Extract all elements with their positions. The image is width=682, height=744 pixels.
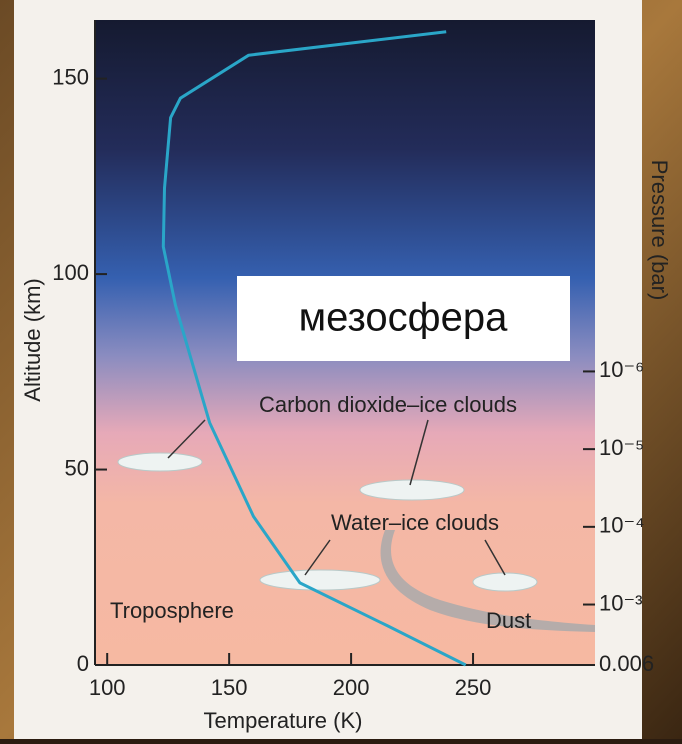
x-tick-label: 200 xyxy=(333,675,370,700)
annotation: мезосфера xyxy=(299,296,508,340)
y-tick-label: 0 xyxy=(77,651,89,676)
y-tick-label: 100 xyxy=(52,260,89,285)
annotation: Dust xyxy=(486,608,531,633)
y-tick-label: 150 xyxy=(52,64,89,89)
annotation: Carbon dioxide–ice clouds xyxy=(259,392,517,417)
y2-tick-label: 0.006 xyxy=(599,651,654,676)
annotation: Troposphere xyxy=(110,598,234,623)
y-axis-label: Altitude (km) xyxy=(20,278,45,401)
x-axis-label: Temperature (K) xyxy=(204,708,363,733)
y2-tick-label: 10⁻⁴ xyxy=(599,513,645,538)
x-tick-label: 250 xyxy=(455,675,492,700)
y2-tick-label: 10⁻⁵ xyxy=(599,435,644,460)
x-tick-label: 100 xyxy=(89,675,126,700)
chart: мезосфера Carbon dioxide–ice clouds Wate… xyxy=(0,0,682,739)
y2-tick-label: 10⁻⁶ xyxy=(599,357,644,382)
y2-tick-label: 10⁻³ xyxy=(599,590,642,615)
page: мезосфера Carbon dioxide–ice clouds Wate… xyxy=(0,0,682,739)
y2-axis-label: Pressure (bar) xyxy=(647,160,672,301)
x-tick-label: 150 xyxy=(211,675,248,700)
y-tick-label: 50 xyxy=(65,455,89,480)
annotation: Water–ice clouds xyxy=(331,510,499,535)
